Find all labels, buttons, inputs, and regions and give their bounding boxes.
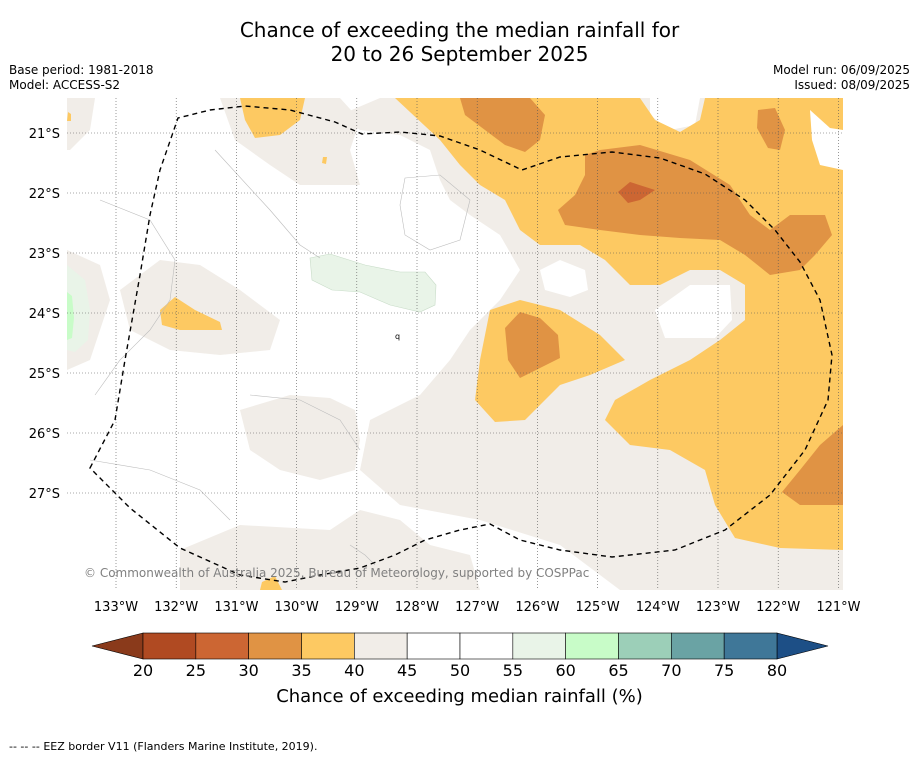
band-60-65-west xyxy=(67,292,74,340)
band-45-55-hole-5 xyxy=(810,110,843,170)
lat-label: 26°S xyxy=(29,427,60,442)
lon-label: 126°W xyxy=(515,600,559,615)
graticule xyxy=(67,98,843,590)
colorbar-tick-label: 65 xyxy=(608,661,628,680)
band-30-35-mid xyxy=(505,312,560,378)
title-line-1: Chance of exceeding the median rainfall … xyxy=(239,18,680,42)
lat-labels: 21°S 22°S 23°S 24°S 25°S 26°S 27°S xyxy=(29,127,60,502)
colorbar-tick-label: 25 xyxy=(186,661,206,680)
colorbar-tick-label: 45 xyxy=(397,661,417,680)
band-40-45-southwest xyxy=(180,510,480,590)
colorbar-ticks: 20 25 30 35 40 45 50 55 60 65 70 75 80 xyxy=(133,661,787,680)
colorbar-segment xyxy=(671,632,725,660)
lat-label: 22°S xyxy=(29,187,60,202)
colorbar-tick-label: 80 xyxy=(767,661,787,680)
colorbar-tick-label: 55 xyxy=(503,661,523,680)
colorbar-upper-extend xyxy=(776,632,829,660)
colorbar-segment xyxy=(512,632,566,660)
colorbar-segment xyxy=(406,632,461,660)
band-30-35-north-2 xyxy=(757,108,785,150)
contour-lines xyxy=(89,149,471,566)
colorbar-tick-label: 70 xyxy=(661,661,681,680)
map-area: q © Commonwealth of Australia 2025, Bure… xyxy=(67,98,843,590)
base-period: Base period: 1981-2018 xyxy=(9,63,154,77)
eez-legend-text: EEZ border V11 (Flanders Marine Institut… xyxy=(43,740,318,753)
band-45-55-hole-1 xyxy=(540,260,588,297)
lat-label: 27°S xyxy=(29,487,60,502)
colorbar-segment xyxy=(195,632,249,660)
eez-legend-symbol: -- -- -- xyxy=(9,740,40,753)
band-35-40-north xyxy=(240,98,305,138)
colorbar-segment xyxy=(301,632,355,660)
lon-label: 132°W xyxy=(154,600,198,615)
copyright-text: © Commonwealth of Australia 2025, Bureau… xyxy=(84,566,589,580)
colorbar-segment xyxy=(723,632,778,660)
lon-label: 128°W xyxy=(395,600,439,615)
lat-label: 25°S xyxy=(29,367,60,382)
colorbar-tick-label: 40 xyxy=(344,661,364,680)
band-30-35-ne xyxy=(558,145,832,275)
issued-date: Issued: 08/09/2025 xyxy=(794,78,910,92)
colorbar-lower-extend xyxy=(91,632,144,660)
colorbar-segment xyxy=(565,632,619,660)
band-45-55-hole-4 xyxy=(650,98,700,130)
band-35-40-speck xyxy=(67,112,71,121)
meta-left: Base period: 1981-2018 Model: ACCESS-S2 xyxy=(9,63,154,93)
lon-label: 125°W xyxy=(576,600,620,615)
band-55-60-center xyxy=(309,253,437,313)
lon-label: 123°W xyxy=(696,600,740,615)
lon-label: 133°W xyxy=(94,600,138,615)
colorbar-tick-label: 50 xyxy=(450,661,470,680)
band-45-55-hole-2 xyxy=(655,285,732,338)
colorbar-label: Chance of exceeding median rainfall (%) xyxy=(276,686,643,707)
band-30-35-north xyxy=(460,98,545,152)
map-title: Chance of exceeding the median rainfall … xyxy=(0,18,919,66)
colorbar xyxy=(91,632,829,660)
model-run: Model run: 06/09/2025 xyxy=(772,63,910,77)
band-35-40-west xyxy=(160,297,222,330)
lon-label: 131°W xyxy=(214,600,258,615)
lon-label: 124°W xyxy=(636,600,680,615)
lat-label: 23°S xyxy=(29,247,60,262)
lon-label: 129°W xyxy=(335,600,379,615)
colorbar-tick-label: 30 xyxy=(238,661,258,680)
colorbar-segment xyxy=(459,632,514,660)
colorbar-segment xyxy=(248,632,302,660)
band-25-30-ne xyxy=(618,182,655,203)
lon-labels: 133°W 132°W 131°W 130°W 129°W 128°W 127°W 126°W… xyxy=(94,600,861,615)
lat-label: 21°S xyxy=(29,127,60,142)
band-40-45-center xyxy=(240,395,360,480)
lon-label: 121°W xyxy=(816,600,860,615)
contour-label: q xyxy=(395,332,400,341)
band-35-40-speck-2 xyxy=(322,157,327,164)
eez-border xyxy=(89,105,833,583)
band-40-45-west xyxy=(120,260,280,355)
lat-label: 24°S xyxy=(29,307,60,322)
colorbar-segment xyxy=(142,632,197,660)
colorbar-tick-label: 35 xyxy=(291,661,311,680)
colorbar-tick-label: 75 xyxy=(714,661,734,680)
colorbar-segment xyxy=(618,632,672,660)
title-line-2: 20 to 26 September 2025 xyxy=(330,42,589,66)
footer-legend: -- -- -- EEZ border V11 (Flanders Marine… xyxy=(9,740,317,753)
lon-label: 122°W xyxy=(756,600,800,615)
model-name: Model: ACCESS-S2 xyxy=(9,78,121,92)
band-35-40-south xyxy=(260,576,282,590)
lon-label: 127°W xyxy=(455,600,499,615)
band-30-35-se xyxy=(782,425,843,505)
band-40-45-nw xyxy=(67,98,95,150)
colorbar-segment xyxy=(354,632,408,660)
lon-label: 130°W xyxy=(275,600,319,615)
meta-right: Model run: 06/09/2025 Issued: 08/09/2025 xyxy=(773,63,910,93)
colorbar-tick-label: 60 xyxy=(555,661,575,680)
colorbar-tick-label: 20 xyxy=(133,661,153,680)
